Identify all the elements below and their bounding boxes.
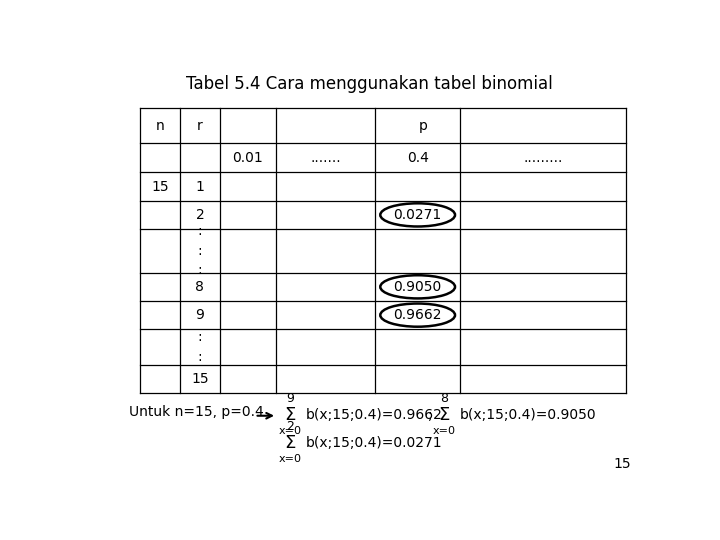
Text: 1: 1	[196, 180, 204, 194]
Text: 0.01: 0.01	[233, 151, 263, 165]
Text: 15: 15	[151, 180, 169, 194]
Text: .........: .........	[523, 151, 562, 165]
Text: .......: .......	[310, 151, 341, 165]
Text: p: p	[418, 118, 427, 132]
Text: b(x;15;0.4)=0.9662: b(x;15;0.4)=0.9662	[306, 408, 443, 422]
Text: 2: 2	[287, 420, 294, 433]
Text: Σ: Σ	[438, 406, 449, 424]
Text: Σ: Σ	[284, 434, 296, 452]
Text: r: r	[197, 118, 203, 132]
Text: x=0: x=0	[279, 454, 302, 464]
Text: 15: 15	[613, 457, 631, 471]
Text: ;: ;	[428, 408, 432, 422]
Text: 2: 2	[196, 208, 204, 222]
Text: Tabel 5.4 Cara menggunakan tabel binomial: Tabel 5.4 Cara menggunakan tabel binomia…	[186, 75, 552, 93]
Text: Σ: Σ	[284, 406, 296, 424]
Text: Untuk n=15, p=0.4: Untuk n=15, p=0.4	[129, 406, 264, 420]
Text: x=0: x=0	[279, 426, 302, 436]
Text: 9: 9	[287, 393, 294, 406]
Text: 8: 8	[196, 280, 204, 294]
Text: 15: 15	[191, 372, 209, 386]
Text: 0.0271: 0.0271	[394, 208, 442, 222]
Text: :
:
:: : : :	[197, 225, 202, 278]
Text: x=0: x=0	[432, 426, 455, 436]
Text: :
:: : :	[197, 330, 202, 363]
Text: b(x;15;0.4)=0.0271: b(x;15;0.4)=0.0271	[306, 436, 443, 450]
Text: 9: 9	[196, 308, 204, 322]
Text: b(x;15;0.4)=0.9050: b(x;15;0.4)=0.9050	[459, 408, 596, 422]
Text: 0.9050: 0.9050	[394, 280, 442, 294]
Text: 0.9662: 0.9662	[393, 308, 442, 322]
Text: n: n	[156, 118, 164, 132]
Text: 8: 8	[440, 393, 448, 406]
Text: 0.4: 0.4	[407, 151, 428, 165]
